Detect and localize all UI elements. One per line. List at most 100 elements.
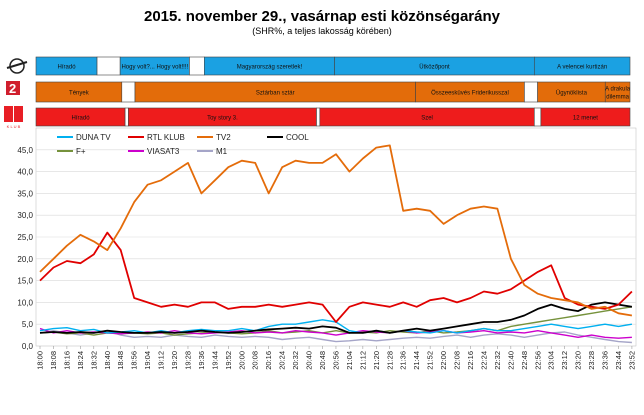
x-tick-label: 20:40 [305,351,314,370]
series-lines [39,144,633,344]
y-tick-label: 5,0 [22,320,34,329]
chart-subtitle: (SHR%, a teljes lakosság körében) [252,26,392,36]
x-tick-label: 21:20 [372,351,381,370]
x-tick-label: 19:36 [197,351,206,370]
legend: DUNA TV RTL KLUB TV2 COOL F+ VIASAT3 M1 [57,133,309,156]
rtl-program-4 [524,81,538,103]
y-tick-label: 25,0 [17,233,33,242]
x-tick-label: 19:28 [183,351,192,370]
legend-label: VIASAT3 [147,147,180,156]
series-line-tv2 [39,144,633,317]
rtl-klub-program-label-2: Toy story 3. [207,116,238,122]
rtl-program-label-6: A drakula [605,87,631,93]
x-tick-label: 22:48 [520,351,529,370]
x-tick-label: 22:00 [439,351,448,370]
y-tick-label: 30,0 [17,211,33,220]
tv2-program-label-6: A velencei kurtizán [557,65,607,71]
x-tick-label: 21:44 [412,351,421,370]
svg-text:K L U B: K L U B [7,124,21,129]
x-tick-label: 22:24 [479,351,488,370]
series-line-cool [39,301,633,334]
x-tick-label: 20:16 [264,351,273,370]
x-tick-label: 22:08 [453,351,462,370]
x-tick-label: 21:52 [426,351,435,370]
rtl-klub-program-5 [533,107,542,127]
plot-area: 0,0 5,0 10,0 15,0 20,0 25,0 30,0 35,0 40,0 45,0 1… [17,127,636,370]
legend-label: F+ [76,147,86,156]
rtl-klub-logo-icon: K L U B [4,106,23,129]
tv2-program-label-4: Magyarország szeretlek! [237,65,303,71]
y-tick-label: 0,0 [22,342,34,351]
tv2-program-label-5: Ütközőpont [419,64,450,71]
rtl-klub-program-label-0: Híradó [72,116,91,122]
x-tick-label: 18:00 [36,351,45,370]
x-tick-label: 20:00 [237,351,246,370]
x-tick-label: 18:24 [76,351,85,370]
rtl-klub-program-label-6: 12 menet [573,116,598,122]
rtl-klub-program-3 [316,107,321,127]
x-tick-label: 19:44 [210,351,219,370]
y-tick-label: 40,0 [17,168,33,177]
x-tick-label: 23:04 [547,351,556,370]
legend-label: M1 [216,147,228,156]
x-tick-label: 18:40 [103,351,112,370]
x-tick-label: 23:28 [587,351,596,370]
rtl-program-label-2: Sztárban sztár [256,91,295,97]
program-bar-rtl: Tények Sztárban sztár Összeesküvés Frideri… [35,81,631,103]
x-tick-label: 20:56 [331,351,340,370]
x-tick-label: 20:24 [278,351,287,370]
tv2-program-1 [96,56,121,76]
legend-label: RTL KLUB [147,133,185,142]
chart-title: 2015. november 29., vasárnap esti közöns… [143,8,500,25]
x-tick-label: 21:12 [358,351,367,370]
program-bar-tv2: Híradó Hogy volt?... Hogy volt!!!! Magyaro… [35,56,631,76]
x-tick-label: 21:28 [385,351,394,370]
x-tick-label: 18:56 [130,351,139,370]
x-tick-label: 21:04 [345,351,354,370]
x-tick-label: 20:48 [318,351,327,370]
x-tick-label: 23:52 [627,351,636,370]
svg-text:2: 2 [9,81,16,96]
rtl-program-label-6: dilemma [606,95,629,101]
x-tick-label: 23:36 [601,351,610,370]
x-tick-label: 19:04 [143,351,152,370]
y-tick-label: 10,0 [17,298,33,307]
y-tick-label: 15,0 [17,277,33,286]
tv2-program-label-2: Hogy volt?... Hogy volt!!!! [121,65,188,71]
x-tick-label: 22:56 [533,351,542,370]
x-tick-label: 20:32 [291,351,300,370]
program-bar-rtl-klub: Híradó Toy story 3. Szel 12 menet [35,107,631,127]
x-tick-label: 22:32 [493,351,502,370]
rtl-program-6 [604,81,631,103]
x-tick-label: 22:40 [506,351,515,370]
rtl-program-label-5: Ügynöklista [556,90,588,97]
x-tick-label: 23:20 [574,351,583,370]
series-line-rtl-klub [39,231,633,323]
tv2-program-label-0: Híradó [58,65,77,71]
x-tick-label: 18:48 [116,351,125,370]
tv2-logo-icon [6,58,28,74]
tv2-program-6 [533,56,631,76]
series-line-m1 [39,330,632,344]
rtl-program-label-0: Tények [69,91,90,97]
x-tick-label: 18:32 [89,351,98,370]
x-tick-label: 18:08 [49,351,58,370]
rtl-klub-program-label-4: Szel [421,116,433,122]
x-tick-label: 23:44 [614,351,623,370]
rtl-program-label-3: Összeesküvés Friderikusszal [431,90,509,97]
x-tick-label: 19:52 [224,351,233,370]
y-tick-label: 20,0 [17,255,33,264]
y-tick-label: 45,0 [17,146,33,155]
x-tick-label: 19:12 [157,351,166,370]
x-tick-label: 23:12 [560,351,569,370]
y-axis: 0,0 5,0 10,0 15,0 20,0 25,0 30,0 35,0 40,0 45,0 [17,146,636,351]
tv2-program-3 [189,56,205,76]
legend-label: DUNA TV [76,133,111,142]
x-axis: 18:00 18:08 18:16 18:24 18:32 18:40 18:48 18:56… [36,346,636,370]
y-tick-label: 35,0 [17,189,33,198]
rtl-klub-program-1 [124,107,129,127]
x-tick-label: 18:16 [62,351,71,370]
x-tick-label: 20:08 [251,351,260,370]
x-tick-label: 22:16 [466,351,475,370]
